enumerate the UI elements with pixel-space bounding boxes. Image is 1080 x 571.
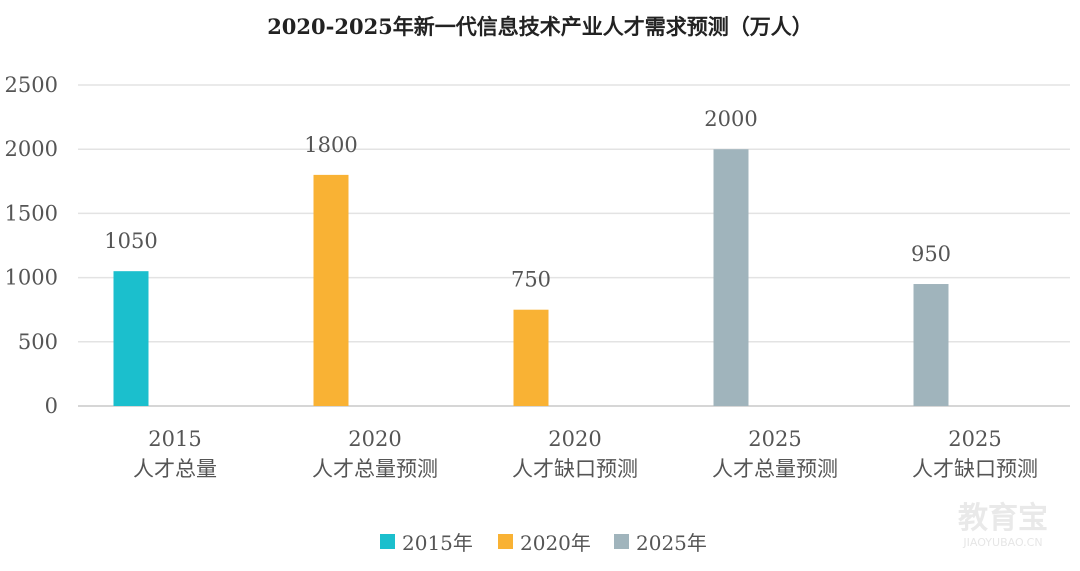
legend-label: 2020年 <box>520 531 591 555</box>
y-tick-label: 1500 <box>5 201 58 225</box>
bar <box>913 284 949 406</box>
category-year-label: 2025 <box>748 427 801 451</box>
y-tick-label: 500 <box>18 330 58 354</box>
category-year-label: 2020 <box>548 427 601 451</box>
bar <box>713 149 749 406</box>
legend-label: 2025年 <box>636 531 707 555</box>
watermark-url: JIAOYUBAO.CN <box>962 536 1042 549</box>
x-axis-categories: 2015 人才总量 2020 人才总量预测 2020 人才缺口预测 2025 人才总量预测 20… <box>133 427 1038 481</box>
watermark-text: 教育宝 <box>958 501 1048 536</box>
legend-swatch <box>380 534 395 549</box>
category-name-label: 人才总量 <box>133 457 217 481</box>
y-tick-label: 1000 <box>5 266 58 290</box>
watermark: 教育宝 JIAOYUBAO.CN <box>958 501 1048 549</box>
category-name-label: 人才缺口预测 <box>512 457 638 481</box>
bar-value-label: 950 <box>911 242 951 266</box>
category-year-label: 2015 <box>148 427 201 451</box>
category-name-label: 人才总量预测 <box>312 457 438 481</box>
bar-value-label: 750 <box>511 268 551 292</box>
category-name-label: 人才缺口预测 <box>912 457 1038 481</box>
bar <box>113 271 149 406</box>
grid-lines <box>78 84 1070 407</box>
category-year-label: 2020 <box>348 427 401 451</box>
bar-value-label: 2000 <box>704 107 757 131</box>
bar <box>313 174 349 406</box>
legend-swatch <box>614 534 629 549</box>
value-labels: 1050 1800 750 2000 950 <box>104 107 951 292</box>
category-name-label: 人才总量预测 <box>712 457 838 481</box>
legend-swatch <box>498 534 513 549</box>
y-tick-label: 2000 <box>5 137 58 161</box>
y-axis-ticks: 0 500 1000 1500 2000 2500 <box>5 73 58 418</box>
bar-value-label: 1800 <box>304 133 357 157</box>
y-tick-label: 2500 <box>5 73 58 97</box>
bars <box>113 149 949 406</box>
bar-value-label: 1050 <box>104 229 157 253</box>
category-year-label: 2025 <box>948 427 1001 451</box>
legend: 2015年 2020年 2025年 <box>380 531 707 555</box>
chart-title: 2020-2025年新一代信息技术产业人才需求预测（万人） <box>267 14 813 39</box>
bar <box>513 309 549 406</box>
y-tick-label: 0 <box>45 394 58 418</box>
legend-label: 2015年 <box>402 531 473 555</box>
